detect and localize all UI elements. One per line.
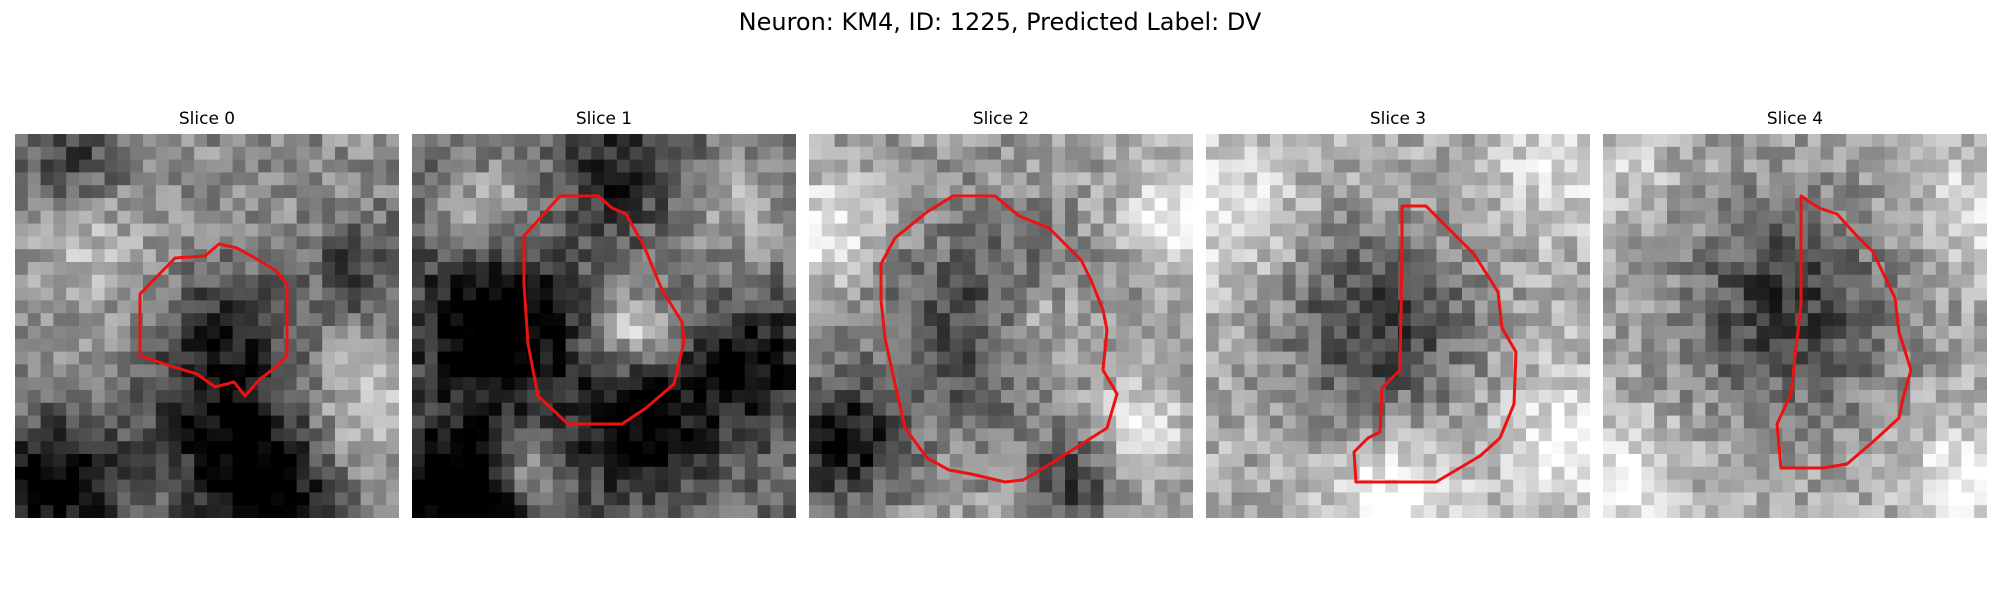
roi-contour-0 — [138, 242, 289, 398]
roi-contour-4 — [1775, 194, 1913, 470]
pixel-grid-3 — [1206, 134, 1590, 518]
slice-image-0 — [15, 134, 399, 518]
pixel-grid-1 — [412, 134, 796, 518]
slice-image-3 — [1206, 134, 1590, 518]
roi-contour-2 — [879, 194, 1119, 484]
slice-title-4: Slice 4 — [1766, 109, 1824, 129]
slice-image-4 — [1603, 134, 1987, 518]
roi-contour-3 — [1352, 204, 1518, 484]
roi-contour-1 — [522, 194, 686, 426]
figure-title: Neuron: KM4, ID: 1225, Predicted Label: … — [738, 8, 1262, 36]
pixel-grid-0 — [15, 134, 399, 518]
slice-title-0: Slice 0 — [178, 109, 236, 129]
slice-image-2 — [809, 134, 1193, 518]
slice-title-1: Slice 1 — [575, 109, 633, 129]
slice-image-1 — [412, 134, 796, 518]
slice-title-2: Slice 2 — [972, 109, 1030, 129]
slice-title-3: Slice 3 — [1369, 109, 1427, 129]
pixel-grid-2 — [809, 134, 1193, 518]
pixel-grid-4 — [1603, 134, 1987, 518]
